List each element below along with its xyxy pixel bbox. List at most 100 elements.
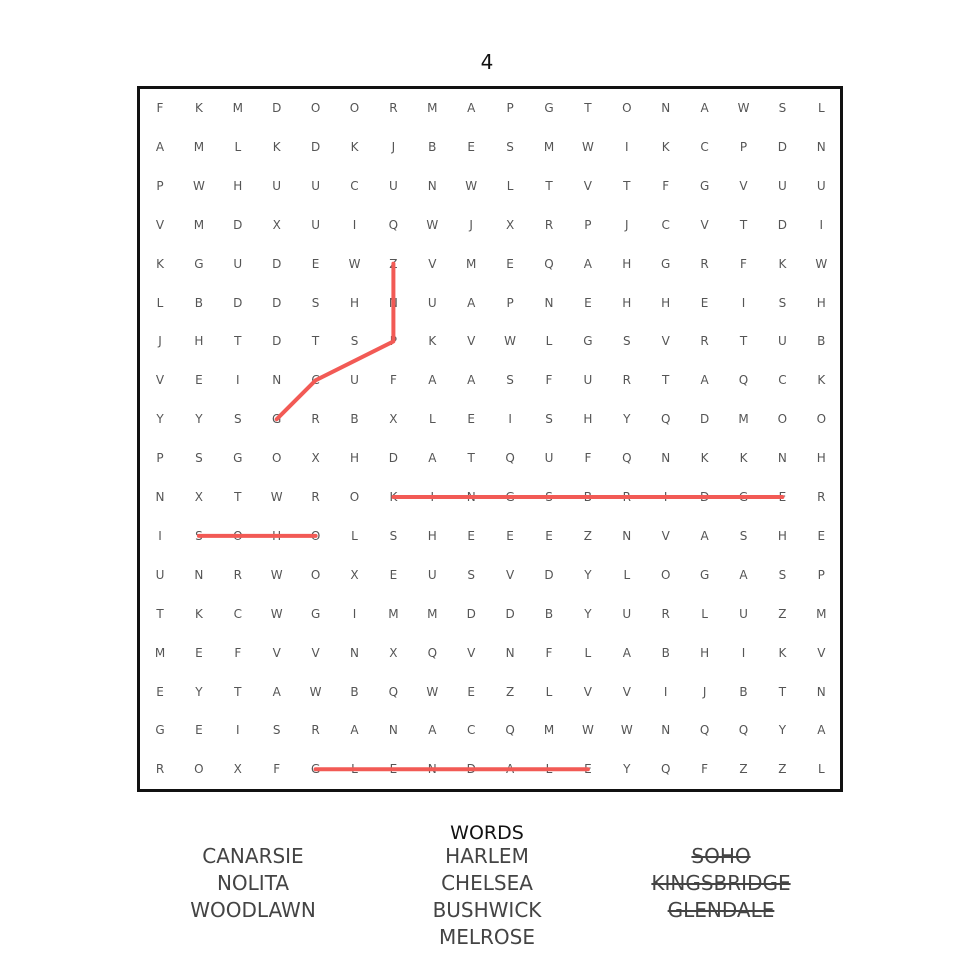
grid-cell[interactable]: H [349,451,360,466]
grid-cell[interactable]: S [389,528,398,543]
grid-cell[interactable]: B [739,684,748,699]
grid-cell[interactable]: C [350,178,359,193]
grid-cell[interactable]: T [739,334,748,349]
grid-cell[interactable]: Q [660,762,671,777]
grid-cell[interactable]: N [427,178,437,193]
grid-cell[interactable]: C [778,373,787,388]
grid-cell[interactable]: U [311,178,320,193]
grid-cell[interactable]: R [817,490,826,504]
grid-cell[interactable]: H [622,295,632,310]
grid-cell[interactable]: N [622,528,632,543]
grid-cell[interactable]: X [505,217,515,232]
grid-cell[interactable]: G [738,490,749,504]
grid-cell[interactable]: W [581,139,594,154]
grid-cell[interactable]: P [156,451,164,466]
grid-cell[interactable]: L [545,762,553,777]
grid-cell[interactable]: R [700,334,709,349]
grid-cell[interactable]: E [311,256,320,271]
grid-cell[interactable]: I [430,490,435,504]
grid-cell[interactable]: E [156,684,164,699]
grid-cell[interactable]: G [310,606,321,621]
grid-cell[interactable]: R [661,606,670,621]
grid-cell[interactable]: K [272,139,281,154]
grid-cell[interactable]: P [389,334,398,349]
grid-cell[interactable]: V [155,373,165,388]
grid-cell[interactable]: E [467,412,475,427]
grid-cell[interactable]: B [350,684,359,699]
grid-cell[interactable]: C [311,373,320,388]
grid-cell[interactable]: X [194,490,203,504]
grid-cell[interactable]: E [195,645,203,660]
grid-cell[interactable]: E [778,490,787,504]
grid-cell[interactable]: W [270,567,283,582]
grid-cell[interactable]: M [543,139,555,154]
grid-cell[interactable]: O [310,101,321,115]
grid-cell[interactable]: R [233,567,242,582]
grid-cell[interactable]: S [272,723,281,738]
grid-cell[interactable]: D [272,256,282,271]
grid-cell[interactable]: W [348,256,361,271]
grid-cell[interactable]: G [505,490,515,504]
grid-cell[interactable]: E [545,528,553,543]
grid-cell[interactable]: D [777,139,788,154]
grid-cell[interactable]: V [817,645,826,660]
grid-cell[interactable]: T [311,334,320,349]
grid-cell[interactable]: A [350,723,359,738]
grid-cell[interactable]: G [583,334,593,349]
grid-cell[interactable]: A [505,762,515,777]
grid-cell[interactable]: V [311,645,320,660]
grid-cell[interactable]: U [622,606,632,621]
grid-cell[interactable]: E [700,295,709,310]
grid-cell[interactable]: A [700,528,709,543]
grid-cell[interactable]: B [817,334,826,349]
grid-cell[interactable]: A [467,295,476,310]
grid-cell[interactable]: R [311,490,320,504]
grid-cell[interactable]: K [817,373,826,388]
grid-cell[interactable]: V [583,684,592,699]
grid-cell[interactable]: N [427,762,437,777]
grid-cell[interactable]: D [777,217,788,232]
grid-cell[interactable]: Q [388,684,399,699]
grid-cell[interactable]: V [583,178,592,193]
grid-cell[interactable]: T [156,606,164,621]
grid-cell[interactable]: N [388,723,398,738]
grid-cell[interactable]: N [466,490,476,504]
grid-cell[interactable]: U [388,178,398,193]
grid-cell[interactable]: Y [195,412,203,427]
grid-cell[interactable]: D [699,490,710,504]
grid-cell[interactable]: P [739,139,748,154]
grid-cell[interactable]: M [543,723,555,738]
grid-cell[interactable]: G [310,762,321,777]
grid-cell[interactable]: D [466,606,476,621]
grid-cell[interactable]: N [777,451,787,466]
grid-cell[interactable]: V [467,645,476,660]
grid-cell[interactable]: A [700,101,709,115]
grid-cell[interactable]: D [233,295,243,310]
grid-cell[interactable]: A [428,451,437,466]
grid-cell[interactable]: K [661,139,670,154]
grid-cell[interactable]: M [427,101,438,115]
grid-cell[interactable]: O [310,567,321,582]
grid-cell[interactable]: Q [738,373,749,388]
grid-cell[interactable]: F [545,645,553,660]
grid-cell[interactable]: A [272,684,281,699]
grid-cell[interactable]: G [699,567,710,582]
grid-cell[interactable]: A [583,256,592,271]
grid-cell[interactable]: Z [778,606,787,621]
grid-cell[interactable]: I [352,217,357,232]
grid-cell[interactable]: H [272,528,282,543]
grid-cell[interactable]: H [427,528,437,543]
grid-cell[interactable]: Q [427,645,438,660]
grid-cell[interactable]: H [583,412,593,427]
grid-cell[interactable]: A [467,101,476,115]
grid-cell[interactable]: K [739,451,748,466]
grid-cell[interactable]: U [816,178,826,193]
grid-cell[interactable]: O [660,567,671,582]
grid-cell[interactable]: O [194,762,204,777]
grid-cell[interactable]: S [778,101,787,115]
grid-cell[interactable]: F [545,373,553,388]
grid-cell[interactable]: D [272,334,282,349]
grid-cell[interactable]: Y [623,412,631,427]
grid-cell[interactable]: Z [583,528,592,543]
grid-cell[interactable]: U [777,334,787,349]
